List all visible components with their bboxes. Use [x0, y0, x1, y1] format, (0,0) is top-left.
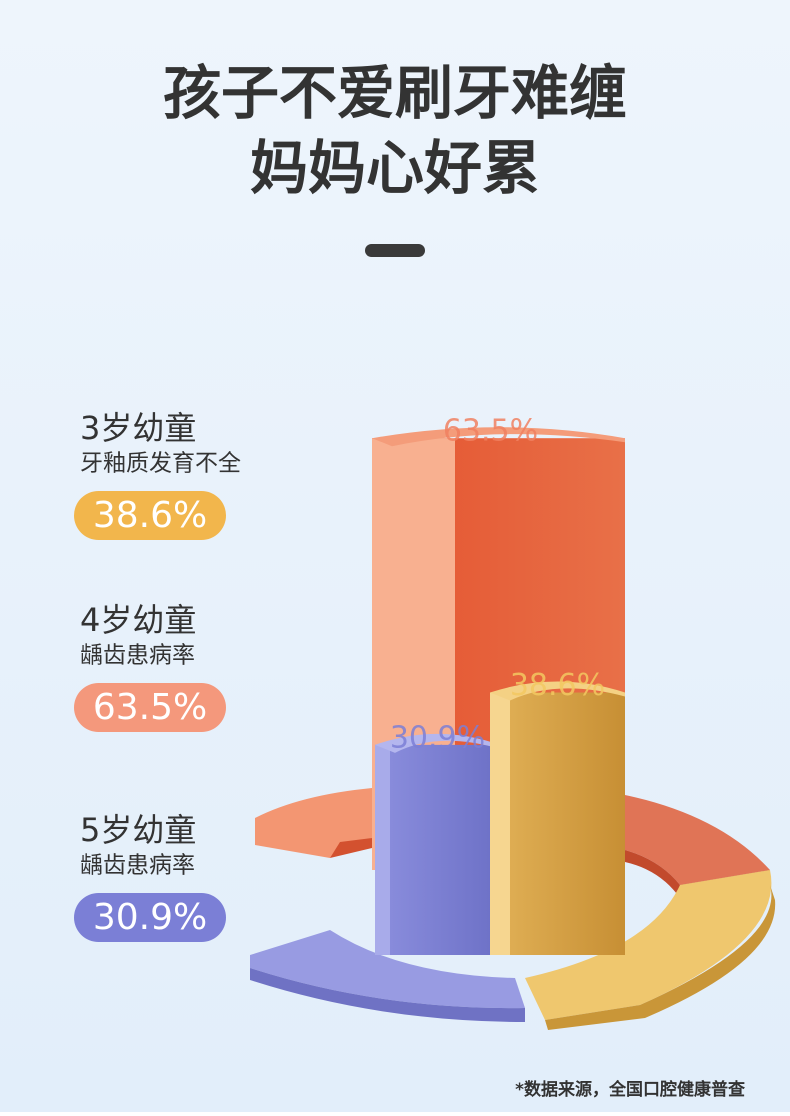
group-desc: 龋齿患病率 [80, 643, 195, 669]
value-label: 38.6% [93, 495, 207, 536]
column-label: 30.9% [390, 720, 485, 755]
column-top [490, 681, 625, 701]
divider [365, 244, 425, 257]
ring-piece [250, 968, 525, 1022]
column-body [375, 744, 500, 955]
column: 38.6% [490, 668, 625, 955]
value-pill [74, 683, 226, 732]
column-label: 63.5% [443, 414, 538, 449]
group-label: 5岁幼童 [80, 811, 196, 849]
title: 孩子不爱刷牙难缠 [163, 59, 627, 127]
value-pill [74, 893, 226, 942]
group-label: 3岁幼童 [80, 409, 196, 447]
value-label: 63.5% [93, 687, 207, 728]
group-label: 4岁幼童 [80, 601, 196, 639]
subtitle: 妈妈心好累 [250, 134, 540, 202]
column-top [375, 733, 500, 753]
value-label: 30.9% [93, 897, 207, 938]
column-top [372, 427, 625, 447]
ring-piece [525, 870, 772, 1020]
ring-piece [255, 788, 372, 858]
source-note: *数据来源，全国口腔健康普查 [515, 1079, 746, 1100]
column-face [375, 744, 390, 955]
column-body [490, 692, 625, 955]
column-label: 38.6% [510, 668, 605, 703]
column: 30.9% [375, 720, 500, 955]
ring-piece [330, 838, 372, 858]
value-pill [74, 491, 226, 540]
column-face [490, 692, 510, 955]
group-desc: 龋齿患病率 [80, 853, 195, 879]
ring-piece [250, 930, 525, 1009]
ring-piece [625, 795, 770, 885]
ring-piece [545, 885, 776, 1030]
group-desc: 牙釉质发育不全 [80, 451, 241, 477]
